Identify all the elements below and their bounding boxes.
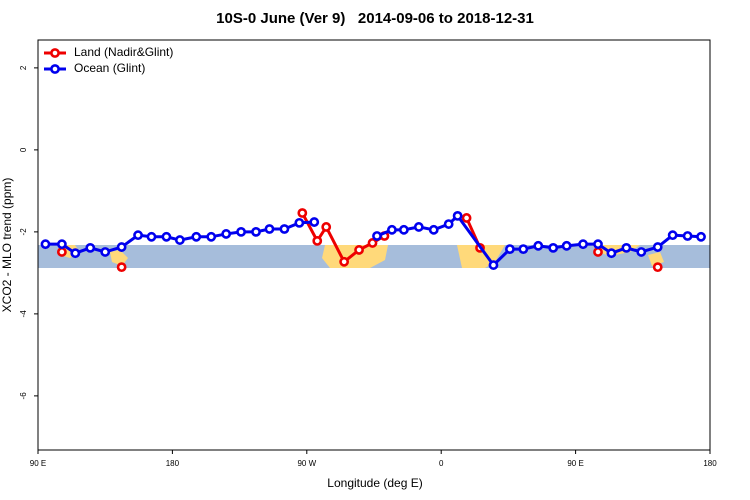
y-tick-label: -2	[19, 228, 28, 236]
data-point	[367, 238, 378, 248]
data-point	[533, 240, 544, 251]
y-tick-label: -4	[19, 310, 28, 318]
data-point	[297, 208, 308, 218]
x-tick-label: 180	[166, 459, 180, 468]
data-point	[309, 217, 320, 227]
data-point	[116, 262, 127, 273]
data-point	[294, 217, 305, 228]
x-tick-label: 0	[439, 459, 444, 468]
data-point	[652, 242, 663, 252]
data-point	[56, 247, 67, 257]
data-point	[461, 213, 472, 223]
legend-label: Ocean (Glint)	[74, 61, 145, 75]
x-tick-label: 90 E	[30, 459, 46, 468]
data-point	[387, 224, 397, 235]
data-point	[85, 242, 96, 253]
data-point	[206, 231, 217, 242]
data-point	[452, 210, 463, 221]
y-axis-label: XCO2 - MLO trend (ppm)	[0, 178, 14, 313]
data-point	[161, 231, 172, 242]
data-point	[264, 224, 275, 234]
data-point	[682, 231, 693, 241]
data-point	[636, 247, 647, 257]
data-point	[606, 248, 617, 259]
data-point	[578, 239, 588, 250]
legend-label: Land (Nadir&Glint)	[74, 45, 173, 59]
legend: Land (Nadir&Glint) Ocean (Glint)	[44, 45, 173, 75]
data-point	[372, 231, 382, 241]
chart-title: 10S-0 June (Ver 9) 2014-09-06 to 2018-12…	[216, 10, 534, 27]
data-point	[339, 256, 350, 267]
legend-marker	[50, 48, 60, 58]
data-point	[191, 231, 202, 242]
plot-frame	[37, 39, 711, 451]
data-point	[621, 242, 632, 253]
x-tick-label: 90 E	[567, 459, 583, 468]
x-axis-label: Longitude (deg E)	[327, 476, 422, 490]
series-line	[376, 213, 702, 268]
data-point	[443, 219, 454, 229]
data-point	[70, 248, 81, 259]
data-point	[354, 245, 364, 255]
data-point	[561, 240, 572, 251]
data-point	[696, 231, 706, 242]
data-point	[548, 242, 559, 253]
x-tick-label: 90 W	[297, 459, 316, 468]
data-point	[116, 242, 127, 252]
data-point	[321, 222, 332, 232]
data-point	[652, 262, 663, 273]
data-point	[56, 239, 67, 250]
data-point	[133, 230, 143, 241]
data-point	[398, 224, 409, 235]
data-point	[251, 226, 261, 237]
land-shape	[648, 252, 664, 266]
data-point	[504, 244, 515, 254]
y-tick-label: 2	[19, 65, 28, 70]
data-point	[593, 239, 603, 250]
y-tick-label: -6	[19, 392, 28, 400]
data-point	[236, 226, 246, 237]
data-point	[413, 222, 424, 232]
y-tick-label: 0	[19, 147, 28, 152]
data-point	[428, 224, 439, 235]
data-point	[174, 235, 185, 245]
data-point	[667, 230, 678, 241]
data-point	[488, 260, 499, 270]
x-tick-label: 180	[703, 459, 717, 468]
data-point	[100, 247, 111, 257]
data-point	[146, 231, 157, 242]
data-point	[518, 244, 529, 254]
data-point	[593, 247, 603, 257]
data-point	[312, 235, 323, 246]
data-point	[40, 239, 51, 250]
legend-marker	[50, 64, 60, 74]
data-point	[279, 224, 290, 234]
data-point	[221, 229, 232, 239]
land-shape	[110, 250, 128, 266]
